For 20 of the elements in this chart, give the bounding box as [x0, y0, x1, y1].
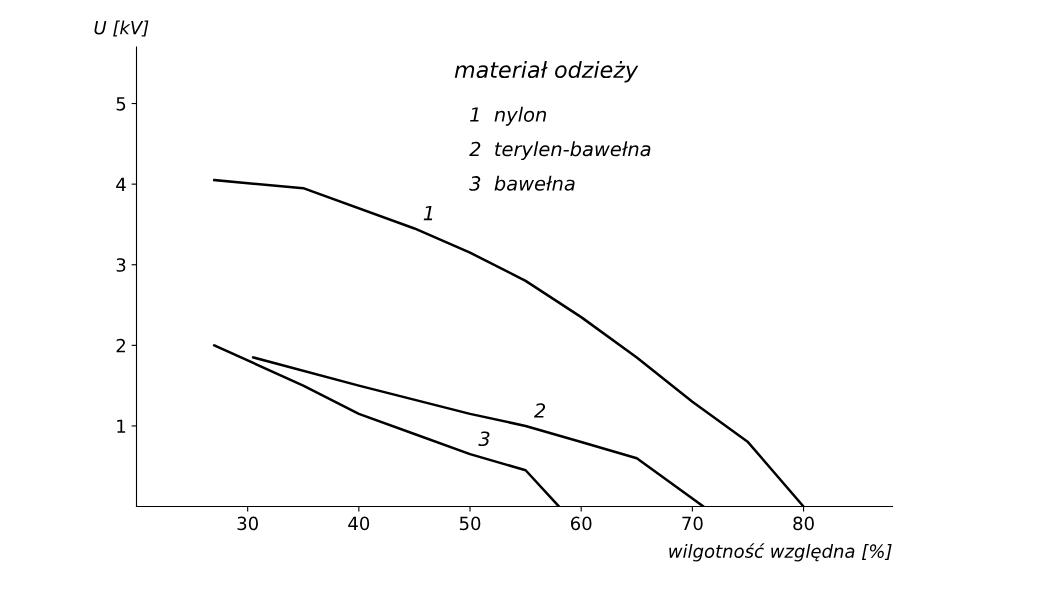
annotation: 1 nylon	[470, 106, 547, 126]
annotation: 3	[478, 431, 490, 447]
annotation: 3 bawełna	[469, 175, 575, 191]
x-axis-title: wilgotność względna [%]	[669, 543, 892, 562]
x-tick-label: 60	[570, 516, 592, 531]
x-tick-label: 70	[682, 516, 703, 531]
y-tick-label: 5	[116, 97, 126, 111]
y-tick-label: 1	[117, 419, 126, 433]
y-tick-label: 3	[116, 258, 126, 272]
text: materiał odzieży	[454, 60, 639, 83]
annotation: 1	[423, 205, 433, 221]
y-tick-label: 2	[116, 338, 125, 353]
x-tick-label: 80	[793, 516, 814, 531]
x-tick-label: 40	[348, 516, 370, 531]
y-axis-title: U [kV]	[94, 20, 149, 37]
annotation: 2 terylen-bawełna	[469, 141, 651, 161]
y-tick-label: 4	[116, 177, 126, 191]
annotation: 2	[534, 403, 546, 418]
x-tick-label: 50	[459, 516, 481, 531]
x-tick-label: 30	[237, 516, 258, 531]
